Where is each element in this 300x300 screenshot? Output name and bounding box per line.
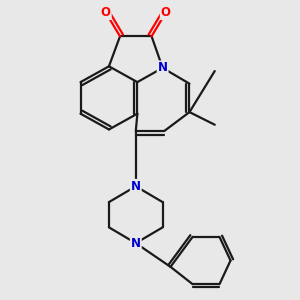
Text: N: N: [131, 180, 141, 193]
Text: O: O: [161, 6, 171, 19]
Text: N: N: [131, 237, 141, 250]
Text: N: N: [158, 61, 168, 74]
Text: O: O: [101, 6, 111, 19]
